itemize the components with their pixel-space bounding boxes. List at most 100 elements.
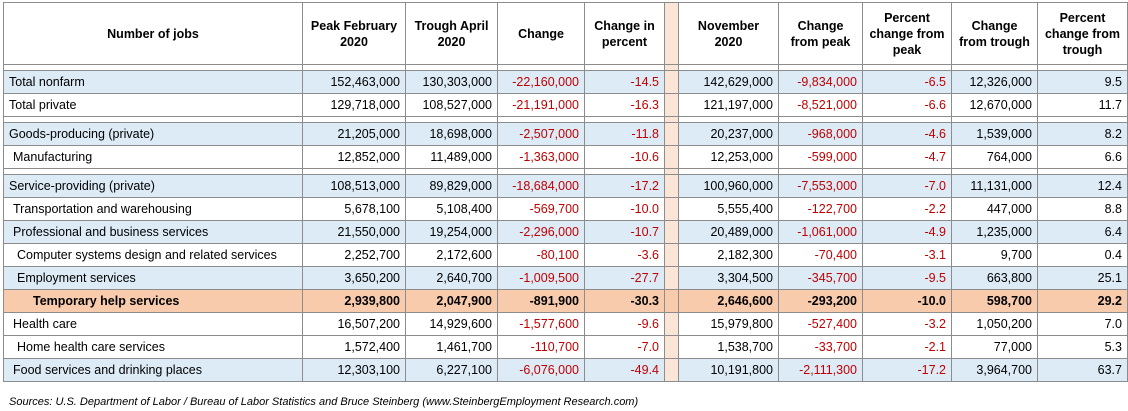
cell-gap <box>664 122 679 146</box>
cell-pct-change-from-peak: -2.2 <box>862 197 952 221</box>
cell-change-from-trough: 598,700 <box>951 289 1038 313</box>
cell-change-percent: -10.7 <box>584 220 665 244</box>
cell-change-percent: -7.0 <box>584 335 665 359</box>
cell-change-from-trough: 764,000 <box>951 145 1038 169</box>
cell-pct-change-from-trough: 12.4 <box>1037 174 1128 198</box>
cell-trough: 89,829,000 <box>405 174 498 198</box>
header-gap <box>664 2 679 65</box>
cell-november: 100,960,000 <box>678 174 779 198</box>
cell-label: Transportation and warehousing <box>3 197 303 221</box>
cell-change-percent: -16.3 <box>584 93 665 117</box>
cell-change-from-trough: 11,131,000 <box>951 174 1038 198</box>
cell-trough: 1,461,700 <box>405 335 498 359</box>
cell-change-percent: -14.5 <box>584 70 665 94</box>
cell-change-from-trough: 663,800 <box>951 266 1038 290</box>
cell-label: Manufacturing <box>3 145 303 169</box>
header-change-percent: Change in percent <box>584 2 665 65</box>
source-note: Sources: U.S. Department of Labor / Bure… <box>9 396 639 408</box>
cell-change: -2,507,000 <box>497 122 585 146</box>
cell-gap <box>664 93 679 117</box>
cell-label: Goods-producing (private) <box>3 122 303 146</box>
cell-pct-change-from-peak: -6.5 <box>862 70 952 94</box>
cell-peak: 12,852,000 <box>302 145 406 169</box>
cell-change: -21,191,000 <box>497 93 585 117</box>
cell-label: Employment services <box>3 266 303 290</box>
cell-pct-change-from-trough: 63.7 <box>1037 358 1128 382</box>
cell-change: -110,700 <box>497 335 585 359</box>
cell-change-from-trough: 12,326,000 <box>951 70 1038 94</box>
cell-peak: 108,513,000 <box>302 174 406 198</box>
cell-change: -1,363,000 <box>497 145 585 169</box>
cell-change-from-trough: 12,670,000 <box>951 93 1038 117</box>
cell-peak: 2,939,800 <box>302 289 406 313</box>
cell-pct-change-from-peak: -3.2 <box>862 312 952 336</box>
cell-trough: 2,172,600 <box>405 243 498 267</box>
cell-pct-change-from-trough: 6.6 <box>1037 145 1128 169</box>
cell-change-percent: -27.7 <box>584 266 665 290</box>
cell-peak: 21,205,000 <box>302 122 406 146</box>
cell-peak: 3,650,200 <box>302 266 406 290</box>
cell-trough: 108,527,000 <box>405 93 498 117</box>
cell-november: 10,191,800 <box>678 358 779 382</box>
cell-trough: 5,108,400 <box>405 197 498 221</box>
cell-change-from-trough: 77,000 <box>951 335 1038 359</box>
header-number-of-jobs: Number of jobs <box>3 2 303 65</box>
cell-change-percent: -49.4 <box>584 358 665 382</box>
cell-change-percent: -10.0 <box>584 197 665 221</box>
table-row: Transportation and warehousing 5,678,100 5… <box>3 197 1128 221</box>
table-row: Service-providing (private) 108,513,000 89… <box>3 174 1128 198</box>
cell-trough: 11,489,000 <box>405 145 498 169</box>
cell-change: -1,577,600 <box>497 312 585 336</box>
cell-change: -6,076,000 <box>497 358 585 382</box>
cell-november: 2,182,300 <box>678 243 779 267</box>
header-row: Number of jobs Peak February 2020 Trough… <box>3 2 1128 65</box>
cell-change-from-trough: 1,539,000 <box>951 122 1038 146</box>
cell-trough: 130,303,000 <box>405 70 498 94</box>
cell-change-from-peak: -345,700 <box>778 266 863 290</box>
cell-change-percent: -10.6 <box>584 145 665 169</box>
cell-november: 5,555,400 <box>678 197 779 221</box>
header-change: Change <box>497 2 585 65</box>
cell-pct-change-from-peak: -6.6 <box>862 93 952 117</box>
jobs-table-container: Number of jobs Peak February 2020 Trough… <box>3 2 1128 408</box>
cell-november: 20,489,000 <box>678 220 779 244</box>
cell-pct-change-from-trough: 11.7 <box>1037 93 1128 117</box>
cell-trough: 2,640,700 <box>405 266 498 290</box>
table-row: Computer systems design and related serv… <box>3 243 1128 267</box>
cell-pct-change-from-peak: -4.9 <box>862 220 952 244</box>
cell-pct-change-from-peak: -2.1 <box>862 335 952 359</box>
cell-pct-change-from-peak: -4.7 <box>862 145 952 169</box>
table-body: Total nonfarm 152,463,000 130,303,000 -22,1… <box>3 64 1128 382</box>
cell-change-percent: -3.6 <box>584 243 665 267</box>
cell-label: Health care <box>3 312 303 336</box>
cell-label: Food services and drinking places <box>3 358 303 382</box>
cell-peak: 5,678,100 <box>302 197 406 221</box>
cell-pct-change-from-peak: -10.0 <box>862 289 952 313</box>
cell-label: Computer systems design and related serv… <box>3 243 303 267</box>
cell-pct-change-from-trough: 7.0 <box>1037 312 1128 336</box>
cell-label: Total nonfarm <box>3 70 303 94</box>
cell-pct-change-from-peak: -4.6 <box>862 122 952 146</box>
table-row: Professional and business services 21,550… <box>3 220 1128 244</box>
cell-change: -1,009,500 <box>497 266 585 290</box>
cell-pct-change-from-peak: -9.5 <box>862 266 952 290</box>
cell-label: Service-providing (private) <box>3 174 303 198</box>
cell-november: 3,304,500 <box>678 266 779 290</box>
cell-label: Total private <box>3 93 303 117</box>
header-change-from-peak: Change from peak <box>778 2 863 65</box>
cell-change-percent: -30.3 <box>584 289 665 313</box>
cell-change-from-trough: 3,964,700 <box>951 358 1038 382</box>
cell-gap <box>664 197 679 221</box>
cell-change-from-trough: 447,000 <box>951 197 1038 221</box>
cell-change-from-peak: -122,700 <box>778 197 863 221</box>
cell-gap <box>664 145 679 169</box>
cell-pct-change-from-trough: 8.2 <box>1037 122 1128 146</box>
cell-change-from-peak: -33,700 <box>778 335 863 359</box>
cell-change-percent: -17.2 <box>584 174 665 198</box>
cell-november: 121,197,000 <box>678 93 779 117</box>
cell-november: 1,538,700 <box>678 335 779 359</box>
cell-peak: 12,303,100 <box>302 358 406 382</box>
table-row: Food services and drinking places 12,303,… <box>3 358 1128 382</box>
cell-change: -80,100 <box>497 243 585 267</box>
cell-peak: 129,718,000 <box>302 93 406 117</box>
